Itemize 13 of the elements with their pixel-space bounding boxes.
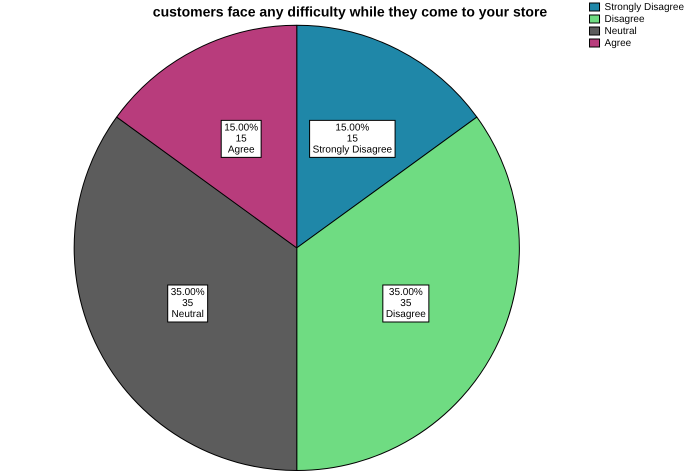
data-label: 35.00% 35 [388, 287, 423, 310]
data-label: 15.00% 15 [224, 122, 258, 145]
data-label: 15.00% 15 [335, 122, 370, 145]
slice-label: Disagree [386, 309, 426, 320]
legend-label: Strongly Disagree [604, 2, 684, 13]
slice-label: Strongly Disagree [312, 144, 393, 156]
slice-label: Neutral [172, 309, 204, 320]
legend-label: Agree [604, 38, 632, 49]
chart-title: customers face any difficulty while they come to your store [152, 3, 548, 20]
data-label: 35.00% 35 [170, 287, 205, 310]
legend-label: Neutral [604, 26, 637, 37]
legend-label: Disagree [604, 14, 645, 25]
slice-label: Agree [228, 144, 255, 156]
